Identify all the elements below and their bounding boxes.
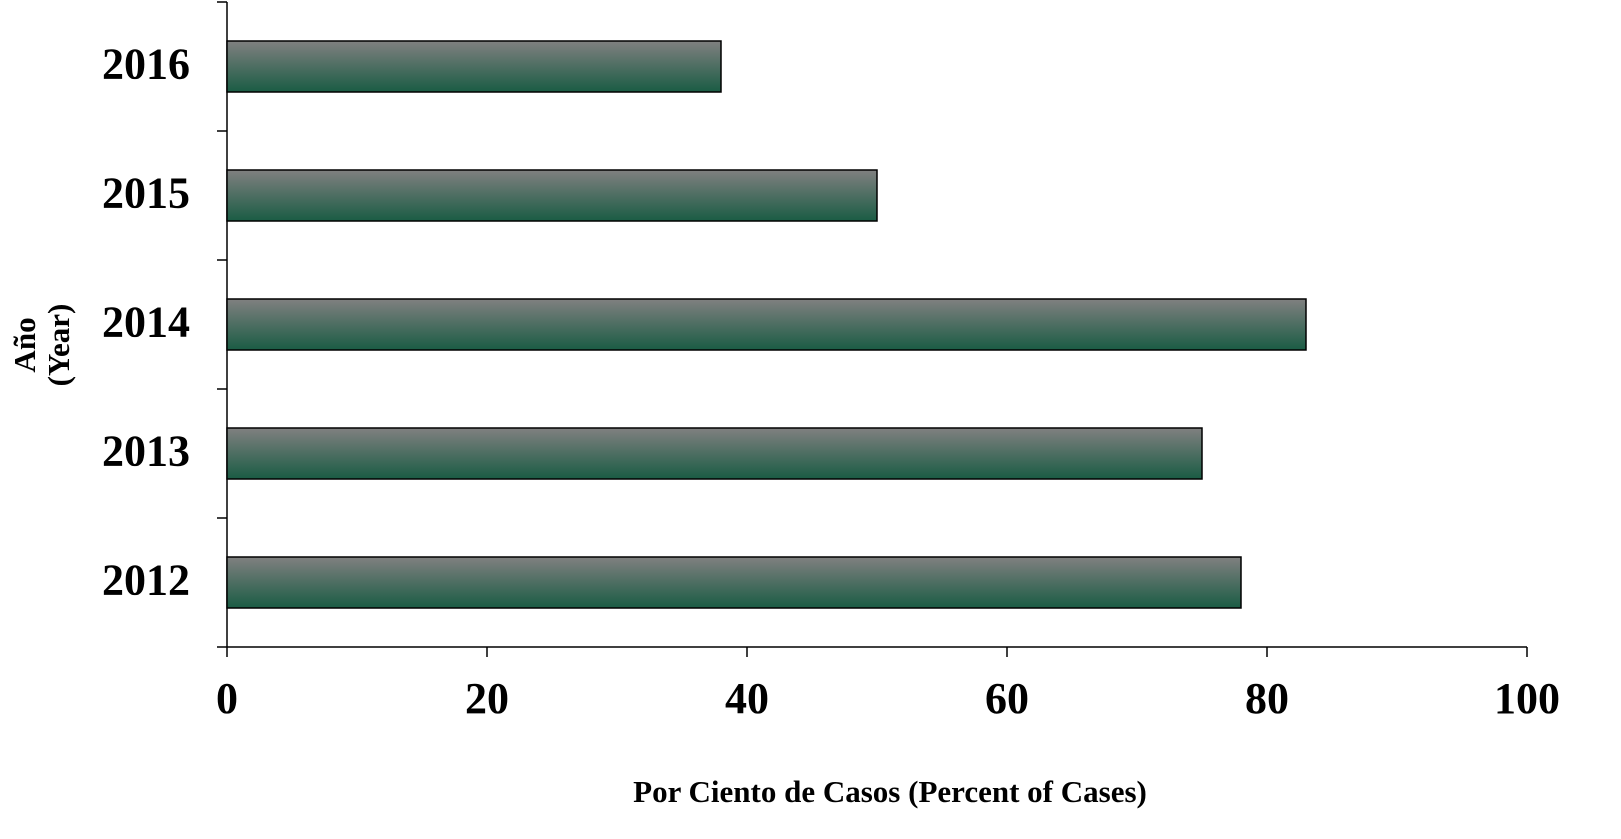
x-tick-label: 80	[1245, 674, 1289, 723]
x-tick-label: 40	[725, 674, 769, 723]
bar	[226, 427, 1203, 480]
y-tick-label: 2012	[102, 556, 190, 605]
x-tick-label: 100	[1494, 674, 1560, 723]
x-tick-label: 0	[216, 674, 238, 723]
bar	[226, 169, 878, 222]
y-axis-label: Año (Year)	[7, 304, 76, 387]
bar	[226, 40, 722, 93]
y-axis-label-line: Año	[7, 317, 42, 372]
x-tick-label: 20	[465, 674, 509, 723]
x-axis-label: Por Ciento de Casos (Percent of Cases)	[633, 774, 1147, 809]
x-tick-label: 60	[985, 674, 1029, 723]
y-tick-label: 2013	[102, 427, 190, 476]
y-tick-label: 2014	[102, 298, 190, 347]
y-tick-label: 2016	[102, 40, 190, 89]
bar	[226, 298, 1307, 351]
y-axis-label-line: (Year)	[41, 304, 76, 387]
y-tick-label: 2015	[102, 169, 190, 218]
bar	[226, 556, 1242, 609]
